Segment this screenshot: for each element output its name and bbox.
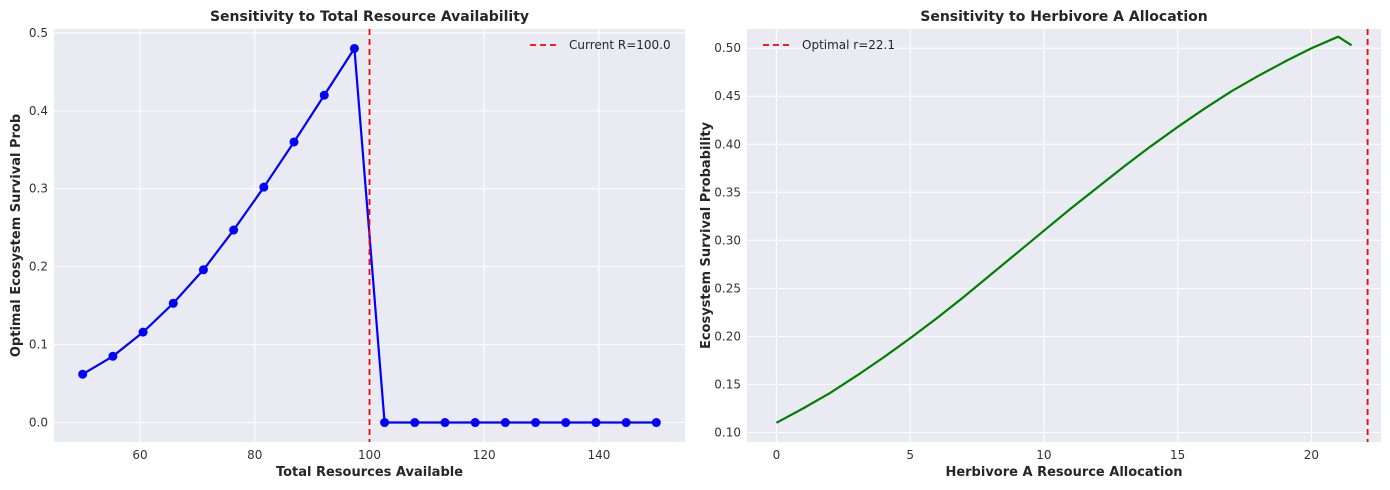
right-y-tick-label: 0.30 [714, 233, 741, 247]
left-legend: Current R=100.0 [530, 38, 671, 52]
right-series [775, 35, 1353, 424]
left-data-point [349, 43, 359, 53]
left-data-point [500, 418, 510, 428]
right-y-tick-label: 0.20 [714, 329, 741, 343]
left-y-tick-label: 0.4 [29, 104, 48, 118]
left-data-point [591, 418, 601, 428]
right-series-line [775, 35, 1353, 424]
right-y-tick-label: 0.10 [714, 425, 741, 439]
left-y-tick-label: 0.3 [29, 182, 48, 196]
left-y-tick-label: 0.0 [29, 416, 48, 430]
left-x-tick-label: 140 [588, 448, 611, 462]
right-y-tick-label: 0.15 [714, 377, 741, 391]
left-data-point [561, 418, 571, 428]
left-y-axis-label: Optimal Ecosystem Survival Prob [9, 114, 24, 357]
right-legend-label: Optimal r=22.1 [802, 38, 895, 52]
left-x-tick-label: 120 [473, 448, 496, 462]
left-data-point [440, 418, 450, 428]
right-x-tick-label: 0 [773, 448, 781, 462]
left-data-point [168, 298, 178, 308]
left-data-point [319, 90, 329, 100]
left-y-tick-label: 0.5 [29, 26, 48, 40]
right-plot-area [747, 29, 1381, 442]
left-data-point [108, 351, 118, 361]
left-data-point [531, 418, 541, 428]
right-grid [747, 29, 1381, 442]
right-chart-title: Sensitivity to Herbivore A Allocation [920, 9, 1208, 25]
right-y-tick-label: 0.40 [714, 137, 741, 151]
left-data-point [78, 369, 88, 379]
right-x-tick-label: 20 [1304, 448, 1319, 462]
right-y-tick-label: 0.25 [714, 281, 741, 295]
left-tick-labels: 60 80 100 120 140 0.0 0.1 0.2 0.3 0.4 0.5 [29, 26, 611, 462]
right-y-tick-label: 0.50 [714, 41, 741, 55]
left-data-point [651, 418, 661, 428]
left-data-point [259, 182, 269, 192]
right-y-axis-label: Ecosystem Survival Probability [699, 121, 714, 349]
left-y-tick-label: 0.1 [29, 338, 48, 352]
right-legend: Optimal r=22.1 [763, 38, 895, 52]
left-x-axis-label: Total Resources Available [276, 465, 463, 480]
right-x-tick-label: 5 [906, 448, 914, 462]
left-data-point [621, 418, 631, 428]
left-data-point [470, 418, 480, 428]
right-y-tick-label: 0.35 [714, 185, 741, 199]
left-data-point [229, 225, 239, 235]
right-tick-labels: 0 5 10 15 20 0.10 0.15 0.20 0.25 0.30 0.35 0.40 0.45… [714, 41, 1319, 462]
left-chart-title: Sensitivity to Total Resource Availabili… [210, 9, 529, 25]
left-y-tick-label: 0.2 [29, 260, 48, 274]
right-x-tick-label: 15 [1170, 448, 1185, 462]
left-series-line [82, 47, 657, 424]
right-x-axis-label: Herbivore A Resource Allocation [945, 465, 1182, 480]
left-x-tick-label: 100 [358, 448, 381, 462]
right-x-tick-label: 10 [1036, 448, 1051, 462]
left-data-point [198, 265, 208, 275]
left-data-point [138, 327, 148, 337]
left-series [78, 43, 661, 428]
left-legend-label: Current R=100.0 [569, 38, 671, 52]
left-chart: 60 80 100 120 140 0.0 0.1 0.2 0.3 0.4 0.5 Sensitiv… [9, 9, 685, 480]
left-x-tick-label: 60 [132, 448, 147, 462]
left-data-point [289, 137, 299, 147]
left-data-point [380, 418, 390, 428]
left-data-point [410, 418, 420, 428]
right-chart: 0 5 10 15 20 0.10 0.15 0.20 0.25 0.30 0.35 0.40 0.45… [699, 9, 1381, 480]
right-y-tick-label: 0.45 [714, 89, 741, 103]
left-x-tick-label: 80 [247, 448, 262, 462]
